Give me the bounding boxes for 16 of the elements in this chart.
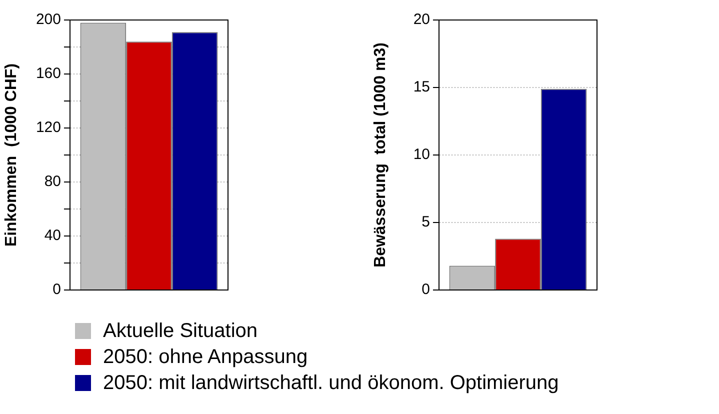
y-tick-label: 80 xyxy=(44,173,61,190)
legend-label: 2050: ohne Anpassung xyxy=(103,346,308,368)
y-tick-label: 5 xyxy=(422,214,430,231)
y-tick-label: 40 xyxy=(44,227,61,244)
y-tick-label: 160 xyxy=(36,65,61,82)
legend-label: Aktuelle Situation xyxy=(103,320,258,342)
y-tick-label: 0 xyxy=(52,281,61,298)
y-tick-label: 15 xyxy=(413,78,430,96)
y-tick-label: 0 xyxy=(422,281,430,298)
y-tick-label: 10 xyxy=(413,146,430,164)
y-axis-title: Einkommen (1000 CHF) xyxy=(3,63,20,247)
y-axis-title: Bewässerung total (1000 m3) xyxy=(372,42,390,268)
legend-label: 2050: mit landwirtschaftl. und ökonom. Optimierung xyxy=(103,372,559,394)
y-tick-label: 200 xyxy=(36,11,61,28)
y-tick-label: 120 xyxy=(36,119,61,136)
y-tick-label: 20 xyxy=(413,11,430,28)
